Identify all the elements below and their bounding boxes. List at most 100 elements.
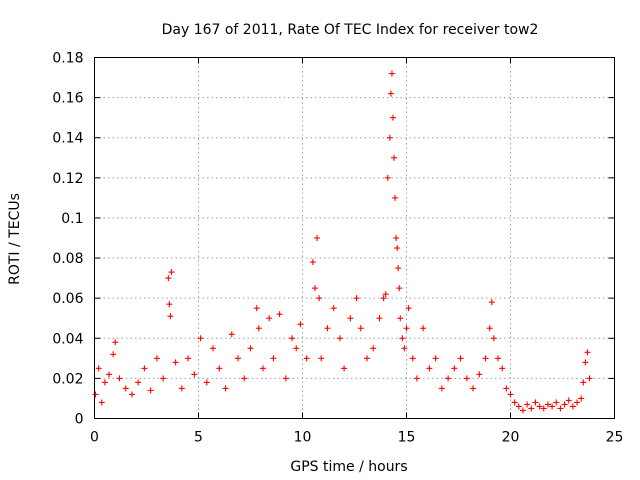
data-point (586, 375, 593, 382)
data-point (574, 399, 581, 406)
data-point (392, 194, 399, 201)
data-point (432, 355, 439, 362)
data-point (382, 291, 389, 298)
data-point (222, 385, 229, 392)
data-point (540, 405, 547, 412)
data-point (289, 335, 296, 342)
data-point (393, 235, 400, 241)
data-point (324, 325, 331, 332)
data-point (549, 403, 556, 410)
data-point (297, 321, 304, 328)
data-point (185, 355, 192, 362)
x-tick-label: 10 (294, 430, 312, 446)
data-point (314, 235, 321, 241)
data-point (98, 399, 105, 406)
data-point (582, 359, 589, 366)
data-point (438, 385, 445, 392)
data-point (396, 285, 403, 292)
data-point (311, 285, 318, 292)
data-point (153, 355, 160, 362)
data-point (122, 385, 129, 392)
data-point (394, 245, 401, 252)
data-points (92, 70, 593, 414)
data-point (413, 375, 420, 382)
data-point (165, 275, 172, 282)
y-tick-label: 0.14 (52, 131, 83, 147)
data-point (210, 345, 217, 352)
tick-labels: 0 5 10 15 20 25 0 0.02 0.04 0.06 0.08 0.1 0.12 0.14 0.… (52, 51, 623, 446)
data-point (578, 395, 585, 402)
data-point (470, 385, 477, 392)
grid-lines (94, 57, 615, 419)
x-tick-label: 20 (502, 430, 520, 446)
data-point (389, 114, 396, 121)
data-point (316, 295, 323, 302)
y-tick-label: 0.02 (52, 371, 83, 387)
data-point (490, 335, 497, 342)
data-point (116, 375, 123, 382)
data-point (544, 401, 551, 408)
data-point (386, 134, 393, 141)
data-point (580, 379, 587, 386)
data-point (511, 399, 518, 406)
data-point (253, 305, 260, 312)
chart-title: Day 167 of 2011, Rate Of TEC Index for r… (162, 22, 539, 38)
y-tick-label: 0.18 (52, 51, 83, 67)
data-point (405, 305, 412, 312)
data-point (384, 174, 391, 181)
data-point (241, 375, 248, 382)
data-point (276, 311, 283, 318)
x-tick-label: 0 (90, 430, 99, 446)
y-tick-label: 0 (75, 412, 84, 428)
data-point (101, 379, 108, 386)
data-point (95, 365, 102, 372)
data-point (293, 345, 300, 352)
data-point (395, 265, 402, 272)
plot-frame (94, 57, 615, 419)
data-point (166, 301, 173, 308)
data-point (135, 379, 142, 386)
data-point (561, 401, 568, 408)
y-tick-label: 0.06 (52, 291, 83, 307)
data-point (409, 355, 416, 362)
data-point (191, 371, 198, 378)
axis-ticks (94, 57, 615, 419)
data-point (357, 325, 364, 332)
data-point (266, 315, 273, 322)
data-point (476, 371, 483, 378)
data-point (403, 325, 410, 332)
data-point (401, 345, 408, 352)
data-point (128, 391, 135, 398)
y-tick-label: 0.1 (61, 211, 83, 227)
data-point (318, 355, 325, 362)
data-point (347, 315, 354, 322)
data-point (503, 385, 510, 392)
data-point (106, 371, 113, 378)
data-point (397, 315, 404, 322)
data-point (141, 365, 148, 372)
data-point (488, 299, 495, 306)
data-point (507, 391, 514, 398)
data-point (380, 295, 387, 302)
data-point (303, 355, 310, 362)
y-tick-label: 0.16 (52, 91, 83, 107)
x-axis-label: GPS time / hours (290, 459, 407, 475)
data-point (178, 385, 185, 392)
data-point (259, 365, 266, 372)
data-point (172, 359, 179, 366)
y-tick-label: 0.08 (52, 251, 83, 267)
data-point (341, 365, 348, 372)
data-point (426, 365, 433, 372)
data-point (168, 269, 175, 276)
x-tick-label: 25 (606, 430, 624, 446)
data-point (519, 407, 526, 414)
data-point (160, 375, 167, 382)
data-point (92, 391, 99, 398)
data-point (536, 403, 543, 410)
data-point (235, 355, 242, 362)
data-point (451, 365, 458, 372)
data-point (330, 305, 337, 312)
data-point (309, 259, 316, 266)
data-point (216, 365, 223, 372)
